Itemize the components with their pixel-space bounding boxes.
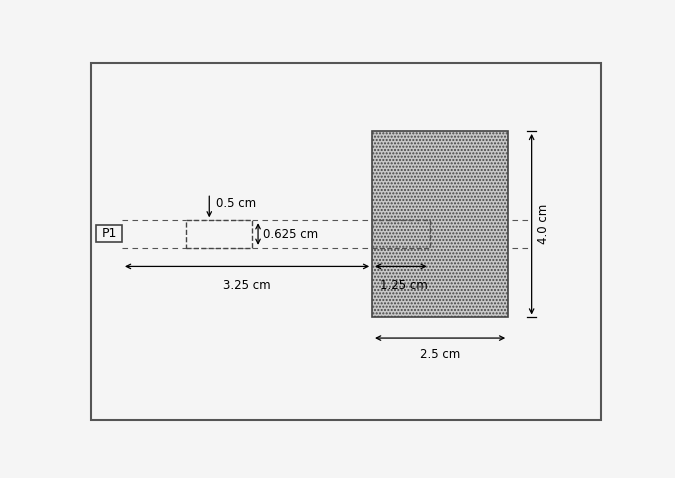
Bar xyxy=(96,225,122,242)
Text: 1.25 cm: 1.25 cm xyxy=(379,279,427,292)
Text: 4.0 cm: 4.0 cm xyxy=(537,204,550,244)
Text: 0.5 cm: 0.5 cm xyxy=(215,196,256,210)
Bar xyxy=(372,220,429,248)
Bar xyxy=(372,131,508,317)
Text: 0.625 cm: 0.625 cm xyxy=(263,228,319,240)
Text: 2.5 cm: 2.5 cm xyxy=(420,348,460,361)
Bar xyxy=(186,220,252,248)
Text: 3.25 cm: 3.25 cm xyxy=(223,279,271,292)
Text: P1: P1 xyxy=(101,227,117,240)
